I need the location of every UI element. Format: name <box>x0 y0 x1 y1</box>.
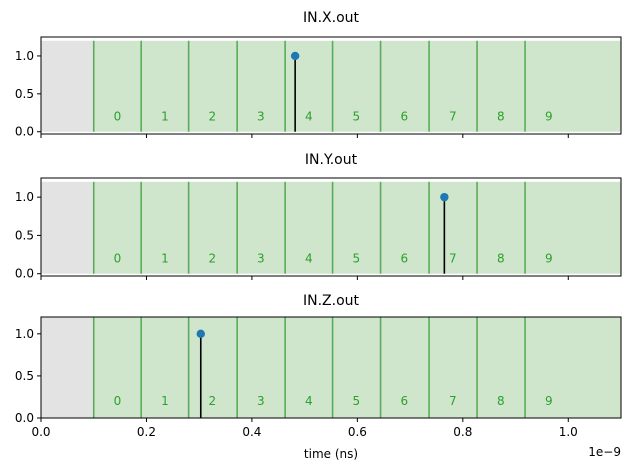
bin-5 <box>332 181 381 274</box>
subplot-title: IN.X.out <box>303 10 360 26</box>
bin-label-8: 8 <box>497 394 505 408</box>
bin-label-0: 0 <box>114 251 122 265</box>
bin-6 <box>380 40 430 132</box>
bin-label-8: 8 <box>497 251 505 265</box>
bin-3 <box>237 181 286 274</box>
bin-label-3: 3 <box>257 110 265 124</box>
x-tick-label: 0.0 <box>31 425 50 439</box>
bin-4 <box>285 181 333 274</box>
bin-label-6: 6 <box>400 251 408 265</box>
bin-0 <box>93 40 142 132</box>
bin-3 <box>237 40 286 132</box>
x-tick-label: 0.8 <box>453 425 472 439</box>
x-offset-label: 1e−9 <box>588 445 621 459</box>
bin-label-2: 2 <box>209 394 217 408</box>
bin-7 <box>429 181 478 274</box>
bin-4 <box>285 317 333 418</box>
bin-label-9: 9 <box>545 394 553 408</box>
bin-label-7: 7 <box>449 251 457 265</box>
bin-label-6: 6 <box>400 394 408 408</box>
y-tick-label: 0.0 <box>15 411 34 425</box>
bin-0 <box>93 181 142 274</box>
bin-1 <box>141 181 189 274</box>
bin-0 <box>93 317 142 418</box>
bin-label-1: 1 <box>161 394 169 408</box>
dead-region <box>41 181 94 274</box>
y-tick-label: 1.0 <box>15 190 34 204</box>
bin-label-1: 1 <box>161 110 169 124</box>
bin-2 <box>188 40 238 132</box>
bin-9 <box>525 40 621 132</box>
bin-8 <box>477 40 526 132</box>
axes-frame <box>40 316 622 419</box>
bin-label-3: 3 <box>257 251 265 265</box>
bin-label-7: 7 <box>449 394 457 408</box>
bin-label-9: 9 <box>545 251 553 265</box>
bin-label-4: 4 <box>305 394 313 408</box>
subplot-0: 0 1 2 3 4 5 6 7 8 9 IN.X.out 0.0 0.5 1.0 <box>15 10 622 139</box>
y-tick-label: 0.0 <box>15 125 34 139</box>
bin-label-1: 1 <box>161 251 169 265</box>
bin-6 <box>380 181 430 274</box>
x-tick-label: 0.6 <box>348 425 367 439</box>
bin-8 <box>477 317 526 418</box>
y-tick-label: 0.5 <box>15 228 34 242</box>
bin-label-5: 5 <box>352 251 360 265</box>
bin-7 <box>429 317 478 418</box>
y-tick-label: 0.0 <box>15 267 34 281</box>
bin-1 <box>141 40 189 132</box>
y-tick-label: 0.5 <box>15 87 34 101</box>
bin-3 <box>237 317 286 418</box>
bin-label-8: 8 <box>497 110 505 124</box>
x-tick-label: 0.2 <box>137 425 156 439</box>
bin-5 <box>332 40 381 132</box>
y-tick-label: 0.5 <box>15 369 34 383</box>
bin-label-6: 6 <box>400 110 408 124</box>
bin-5 <box>332 317 381 418</box>
bin-label-7: 7 <box>449 110 457 124</box>
bin-9 <box>525 181 621 274</box>
x-tick-label: 0.4 <box>242 425 261 439</box>
bin-label-4: 4 <box>305 110 313 124</box>
axes-frame <box>40 177 622 277</box>
y-tick-label: 1.0 <box>15 49 34 63</box>
x-tick-label: 1.0 <box>559 425 578 439</box>
x-axis-label: time (ns) <box>304 447 358 461</box>
bin-label-0: 0 <box>114 110 122 124</box>
bin-label-9: 9 <box>545 110 553 124</box>
subplot-title: IN.Y.out <box>305 152 358 168</box>
bin-label-4: 4 <box>305 251 313 265</box>
bin-label-2: 2 <box>209 110 217 124</box>
bin-label-5: 5 <box>352 394 360 408</box>
bin-label-2: 2 <box>209 251 217 265</box>
axes-frame <box>40 36 622 135</box>
y-tick-label: 1.0 <box>15 327 34 341</box>
bin-label-3: 3 <box>257 394 265 408</box>
bin-label-5: 5 <box>352 110 360 124</box>
subplot-1: 0 1 2 3 4 5 6 7 8 9 IN.Y.out 0.0 0.5 1.0 <box>15 152 622 281</box>
dead-region <box>41 317 94 418</box>
subplot-2: 0 1 2 3 4 5 6 7 8 9 IN.Z.out 0.0 0.5 1.0 0.0 0.2 0.4 0.6 0… <box>15 293 622 439</box>
bin-8 <box>477 181 526 274</box>
bin-1 <box>141 317 189 418</box>
dead-region <box>41 40 94 132</box>
bin-9 <box>525 317 621 418</box>
subplot-title: IN.Z.out <box>303 293 360 309</box>
bin-label-0: 0 <box>114 394 122 408</box>
data-point <box>440 192 449 202</box>
bin-2 <box>188 181 238 274</box>
bin-6 <box>380 317 430 418</box>
bin-7 <box>429 40 478 132</box>
data-point <box>290 51 300 61</box>
data-point <box>196 329 205 339</box>
